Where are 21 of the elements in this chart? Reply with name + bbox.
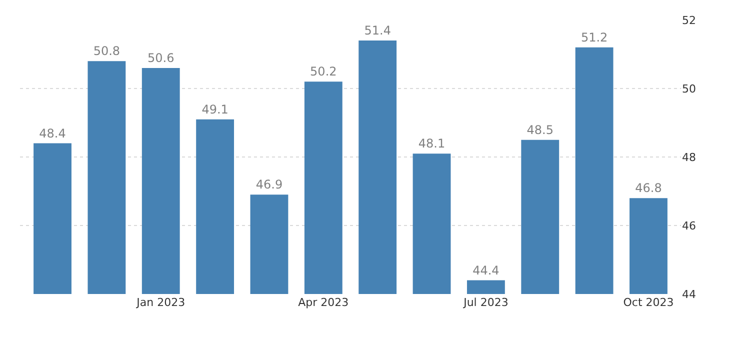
data-label: 50.8 bbox=[93, 44, 120, 58]
data-label: 48.5 bbox=[526, 122, 554, 137]
data-label: 46.8 bbox=[635, 181, 662, 196]
x-tick-label: Jul 2023 bbox=[462, 296, 508, 309]
data-label: 50.2 bbox=[310, 64, 337, 79]
x-tick-label: Jan 2023 bbox=[136, 296, 186, 309]
y-tick-label: 46 bbox=[682, 219, 696, 232]
x-tick-label: Oct 2023 bbox=[623, 296, 674, 309]
data-label: 44.4 bbox=[472, 263, 500, 278]
y-tick-label: 44 bbox=[682, 288, 696, 301]
data-label: 51.4 bbox=[364, 24, 391, 38]
y-tick-label: 52 bbox=[682, 14, 696, 27]
y-tick-label: 48 bbox=[682, 150, 696, 164]
data-label: 50.6 bbox=[148, 50, 174, 65]
data-label: 49.1 bbox=[202, 102, 228, 116]
data-label: 46.9 bbox=[256, 178, 283, 192]
y-tick-label: 50 bbox=[682, 82, 696, 96]
data-label: 48.4 bbox=[39, 126, 66, 140]
data-label: 51.2 bbox=[580, 30, 608, 44]
data-label: 48.1 bbox=[418, 136, 446, 151]
x-tick-label: Apr 2023 bbox=[298, 296, 349, 309]
